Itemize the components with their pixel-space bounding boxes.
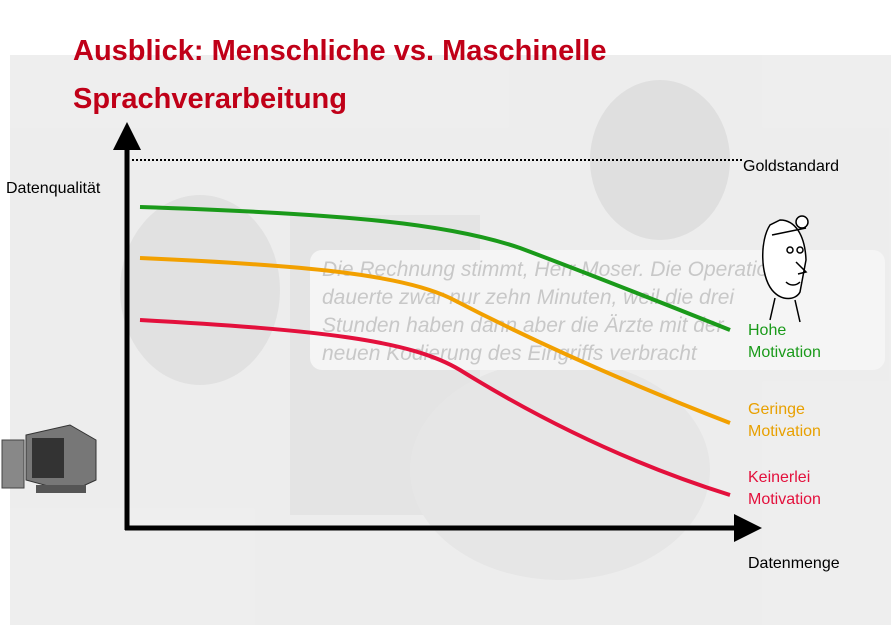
computer-icon — [1, 424, 97, 493]
curve-low — [139, 256, 731, 425]
curve-label: Geringe — [748, 401, 805, 418]
gold-standard-label: Goldstandard — [743, 158, 839, 175]
y-arrow — [113, 122, 141, 150]
title-line: Sprachverarbeitung — [73, 83, 347, 115]
curve-label: Motivation — [748, 423, 821, 440]
doctor-sketch — [762, 215, 809, 323]
curve-label: Motivation — [748, 344, 821, 361]
background-photo — [10, 55, 891, 625]
curve-high — [139, 205, 731, 332]
background-text: Die Rechnung stimmt, Herr Moser. Die Ope… — [322, 258, 780, 365]
curve-label: Motivation — [748, 491, 821, 508]
x-arrow — [734, 514, 762, 542]
bg-line: Stunden haben dann aber die Ärzte mit de… — [322, 314, 725, 337]
curve-none — [139, 318, 731, 497]
bg-line: neuen Kodierung des Eingriffs verbracht — [322, 342, 698, 365]
curve-label: Hohe — [748, 322, 786, 339]
title-line: Ausblick: Menschliche vs. Maschinelle — [73, 35, 606, 67]
bg-line: Die Rechnung stimmt, Herr Moser. Die Ope… — [322, 258, 780, 281]
y-label: Datenqualität — [6, 180, 101, 197]
x-label: Datenmenge — [748, 555, 840, 572]
curve-label: Keinerlei — [748, 469, 810, 486]
